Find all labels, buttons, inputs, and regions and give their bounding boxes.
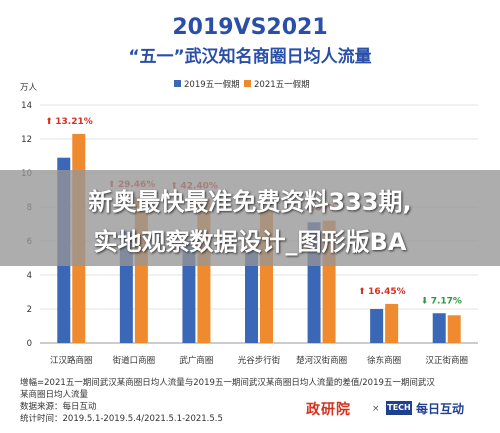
bar-2019 xyxy=(182,241,196,343)
chart-title: 2019VS2021 xyxy=(172,15,327,40)
footer-note-2: 某商圈日均人流量 xyxy=(20,390,89,400)
change-label: 13.21% xyxy=(55,117,93,127)
y-tick-label: 0 xyxy=(27,339,32,349)
overlay-line-1: 新奥最快最准免费资料333期, xyxy=(88,188,412,216)
x-tick-label: 汉正街商圈 xyxy=(425,355,468,366)
footer-note-1: 增幅=2021五一期间武汉某商圈日均人流量与2019五一期间武汉某商圈日均人流量… xyxy=(20,378,435,388)
change-arrow-icon: ⬇ xyxy=(421,296,429,306)
legend-swatch-1 xyxy=(174,80,181,87)
logo-tech-badge: TECH xyxy=(386,401,412,415)
legend-swatch-2 xyxy=(244,80,251,87)
y-tick-label: 2 xyxy=(27,305,32,315)
y-tick-label: 12 xyxy=(21,135,32,145)
change-label: 7.17% xyxy=(431,296,462,306)
bar-2019 xyxy=(245,249,258,343)
bar-2021 xyxy=(447,315,461,343)
x-tick-label: 街道口商圈 xyxy=(113,355,156,366)
watermark-overlay: 新奥最快最准免费资料333期, 实地观察数据设计_图形版BA xyxy=(0,170,500,266)
bar-2021 xyxy=(385,303,399,343)
x-tick-label: 江汉路商圈 xyxy=(50,355,93,366)
bar-2019 xyxy=(370,309,384,343)
change-arrow-icon: ⬆ xyxy=(45,117,53,127)
legend-label-1: 2019五一假期 xyxy=(184,80,240,90)
footer-source: 数据来源：每日互动 xyxy=(20,402,97,412)
y-axis-label: 万人 xyxy=(20,83,38,93)
x-tick-label: 徐东商圈 xyxy=(367,355,401,366)
x-tick-label: 楚河汉街商圈 xyxy=(296,355,347,366)
y-tick-label: 14 xyxy=(21,101,32,111)
change-arrow-icon: ⬆ xyxy=(358,287,366,297)
y-tick-label: 4 xyxy=(27,271,32,281)
logo-separator: × xyxy=(372,404,380,414)
x-tick-label: 光谷步行街 xyxy=(238,355,281,366)
overlay-line-2: 实地观察数据设计_图形版BA xyxy=(93,228,407,256)
bar-2019 xyxy=(432,313,446,343)
change-label: 16.45% xyxy=(368,287,406,297)
footer-period: 统计时间：2019.5.1-2019.5.4/2021.5.1-2021.5.5 xyxy=(20,414,223,424)
chart-subtitle: “五一”武汉知名商圈日均人流量 xyxy=(128,46,371,67)
logo-meirihudong: 每日互动 xyxy=(416,402,465,416)
x-tick-label: 武广商圈 xyxy=(179,355,213,366)
logo-zhengyanyuan: 政研院 xyxy=(306,402,351,418)
legend-label-2: 2021五一假期 xyxy=(254,80,310,90)
